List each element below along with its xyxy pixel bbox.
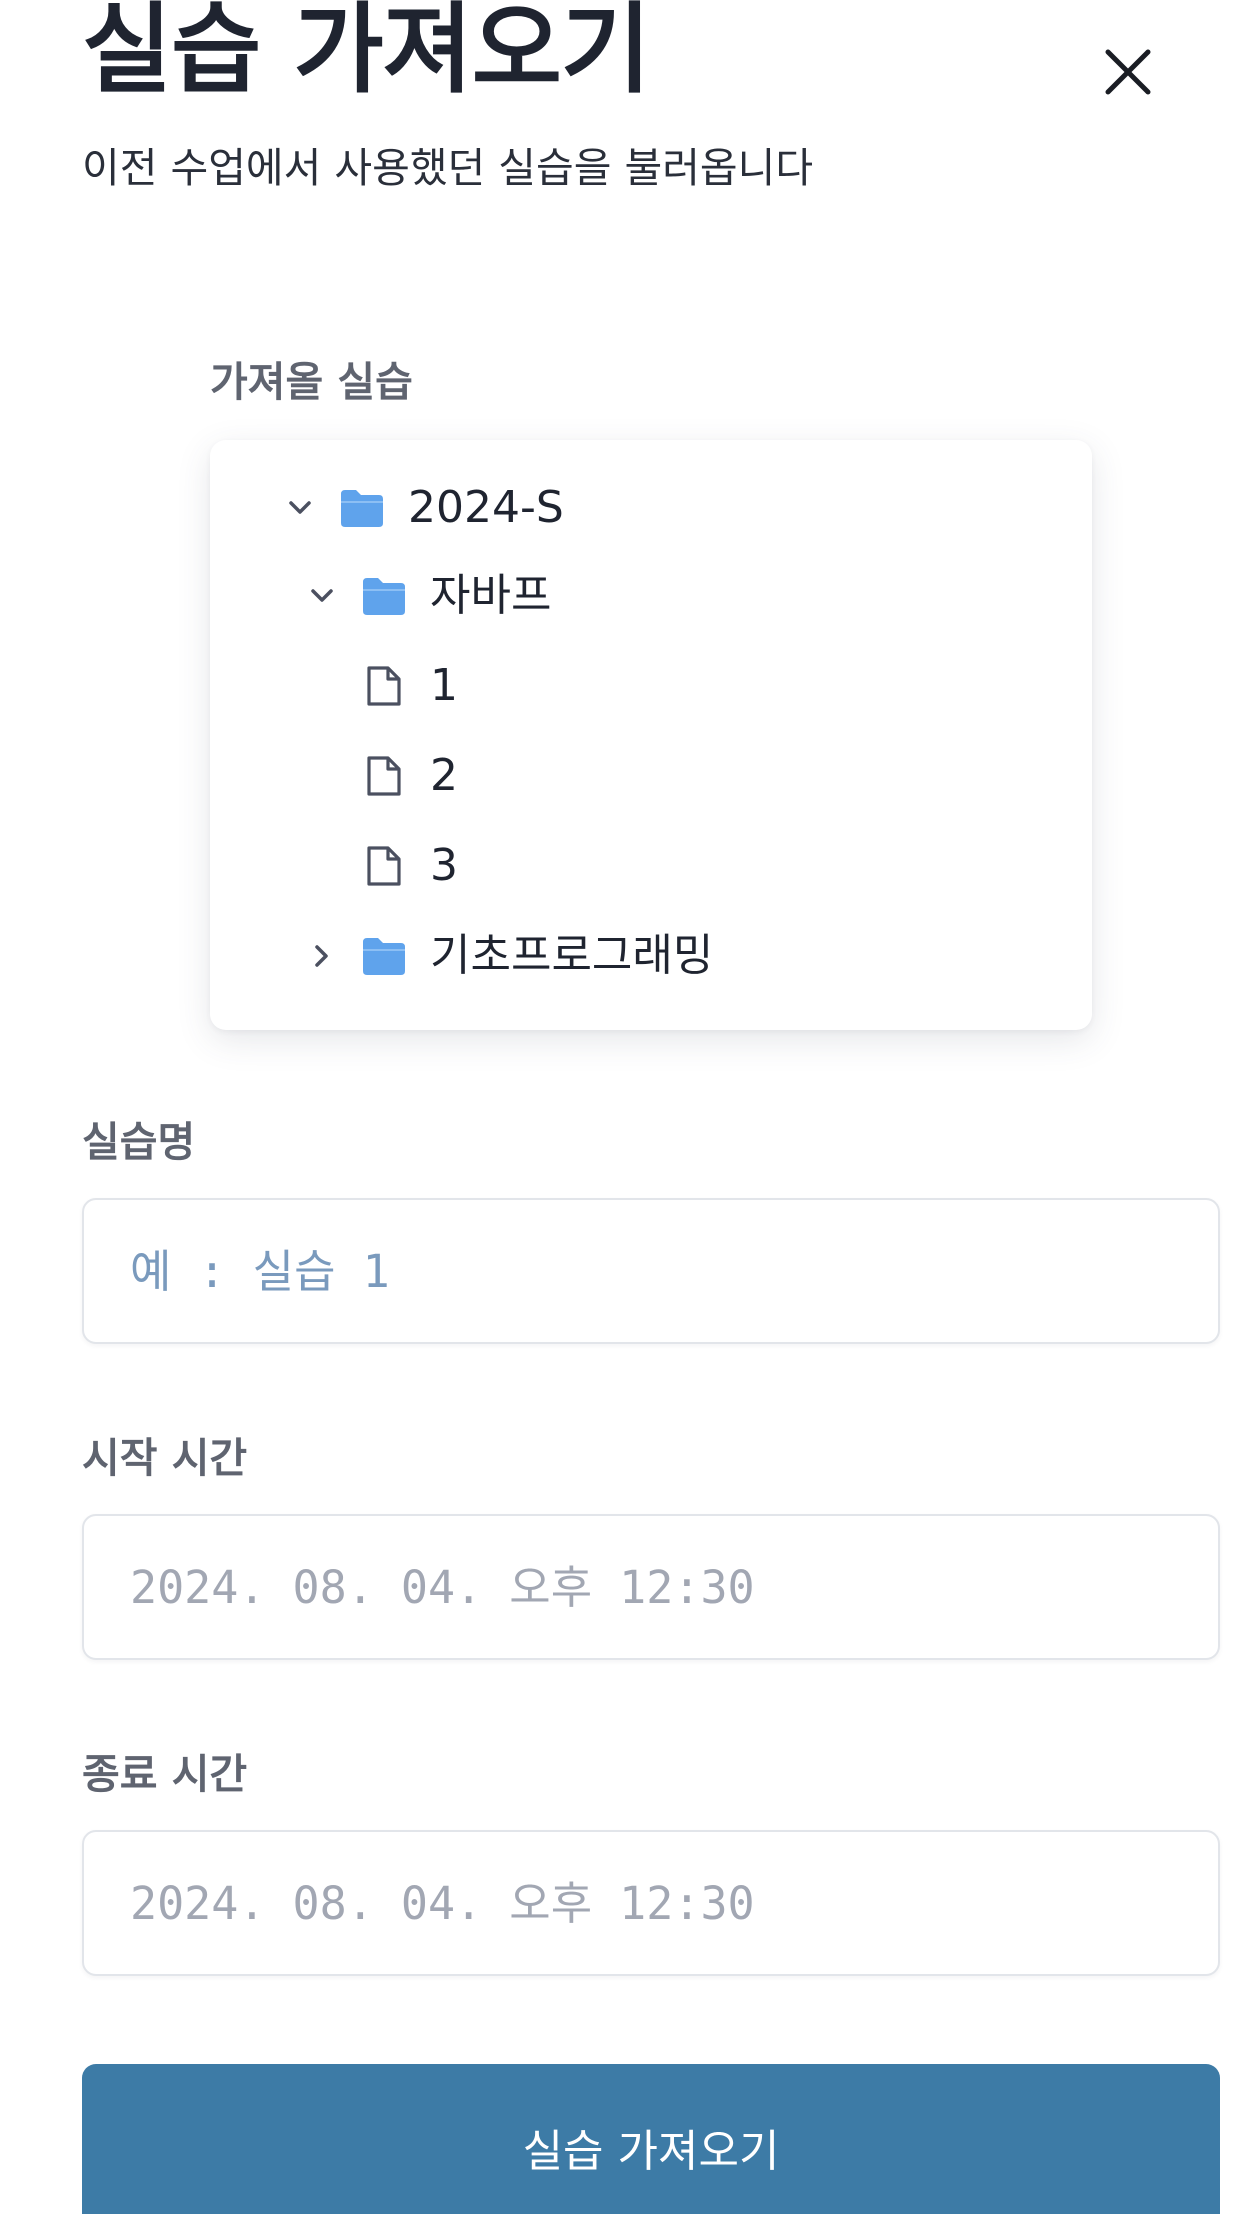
tree-file-3[interactable]: 3: [360, 826, 458, 906]
modal-subtitle: 이전 수업에서 사용했던 실습을 불러옵니다: [82, 144, 814, 192]
close-icon: [1105, 49, 1151, 95]
tree-node-label: 3: [430, 840, 458, 891]
start-time-label: 시작 시간: [82, 1434, 248, 1482]
start-time-input[interactable]: [82, 1514, 1220, 1660]
folder-icon: [360, 572, 408, 620]
practice-tree: 2024-S 자바프 1 2 3 기초프로그래밍: [210, 440, 1092, 1030]
chevron-down-icon[interactable]: [302, 576, 342, 616]
tree-node-label: 기초프로그래밍: [430, 930, 714, 981]
tree-node-label: 2024-S: [408, 482, 564, 533]
tree-folder-2024-s[interactable]: 2024-S: [280, 468, 564, 548]
end-time-label: 종료 시간: [82, 1750, 248, 1798]
chevron-down-icon[interactable]: [280, 488, 320, 528]
tree-node-label: 1: [430, 660, 458, 711]
modal-title: 실습 가져오기: [82, 0, 651, 107]
folder-icon: [338, 484, 386, 532]
close-button[interactable]: [1080, 22, 1176, 118]
tree-label: 가져올 실습: [210, 358, 413, 406]
chevron-right-icon[interactable]: [302, 936, 342, 976]
folder-icon: [360, 932, 408, 980]
tree-node-label: 자바프: [430, 570, 552, 621]
file-icon: [360, 752, 408, 800]
end-time-input[interactable]: [82, 1830, 1220, 1976]
practice-name-label: 실습명: [82, 1118, 196, 1166]
tree-node-label: 2: [430, 750, 458, 801]
tree-file-1[interactable]: 1: [360, 646, 458, 726]
file-icon: [360, 662, 408, 710]
tree-file-2[interactable]: 2: [360, 736, 458, 816]
file-icon: [360, 842, 408, 890]
tree-folder-java[interactable]: 자바프: [302, 556, 551, 636]
practice-name-input[interactable]: [82, 1198, 1220, 1344]
tree-folder-basic-programming[interactable]: 기초프로그래밍: [302, 916, 713, 996]
import-practice-button[interactable]: 실습 가져오기: [82, 2064, 1220, 2214]
